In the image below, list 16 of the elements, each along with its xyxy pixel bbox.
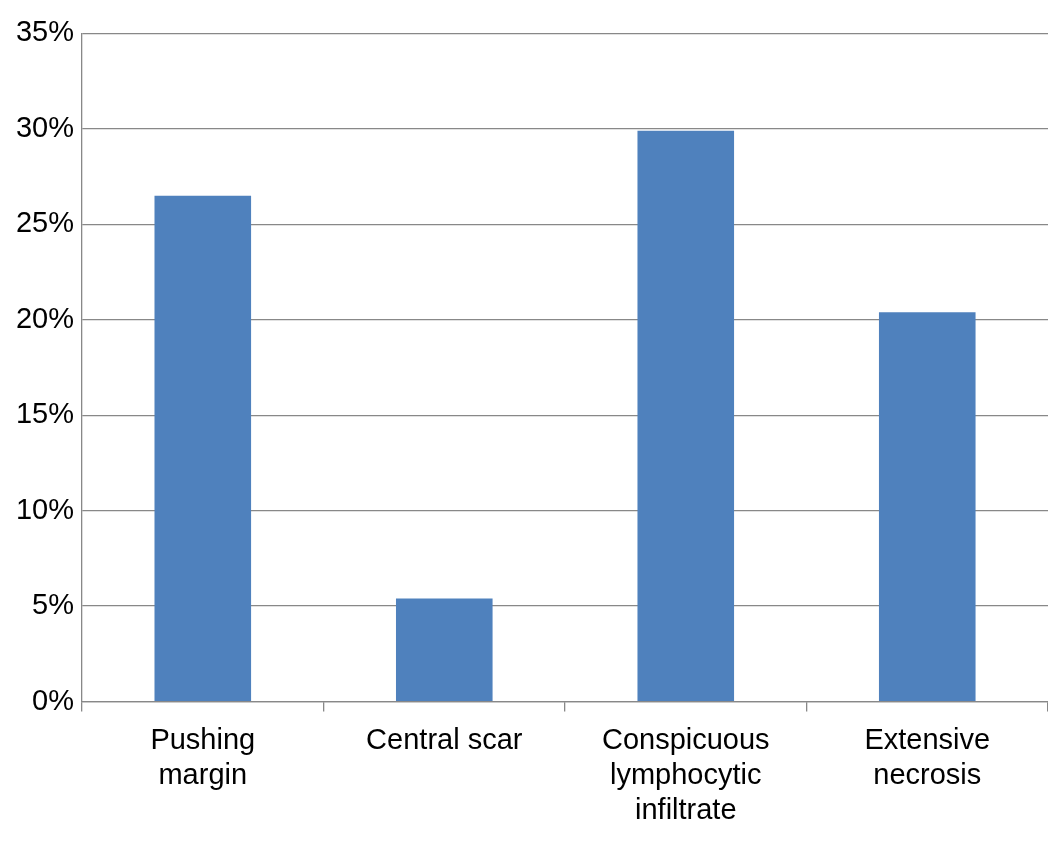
y-tick-label: 25% [16, 206, 75, 239]
y-tick-label: 0% [32, 683, 75, 716]
bar [154, 195, 252, 701]
bar [637, 130, 735, 701]
y-tick-label: 10% [16, 492, 75, 525]
x-tick-label: Pushing margin [150, 723, 256, 790]
x-tick-label: Extensive necrosis [864, 723, 991, 790]
y-tick-label: 20% [16, 301, 75, 334]
y-tick-label: 15% [16, 397, 75, 430]
y-tick-label: 35% [16, 15, 75, 48]
x-tick-label: Central scar [366, 723, 523, 755]
bar [878, 312, 976, 701]
x-tick-label: Conspicuous lymphocytic infiltrate [601, 723, 770, 825]
y-tick-label: 5% [32, 588, 75, 621]
bar [395, 598, 493, 701]
y-tick-label: 30% [16, 110, 75, 143]
